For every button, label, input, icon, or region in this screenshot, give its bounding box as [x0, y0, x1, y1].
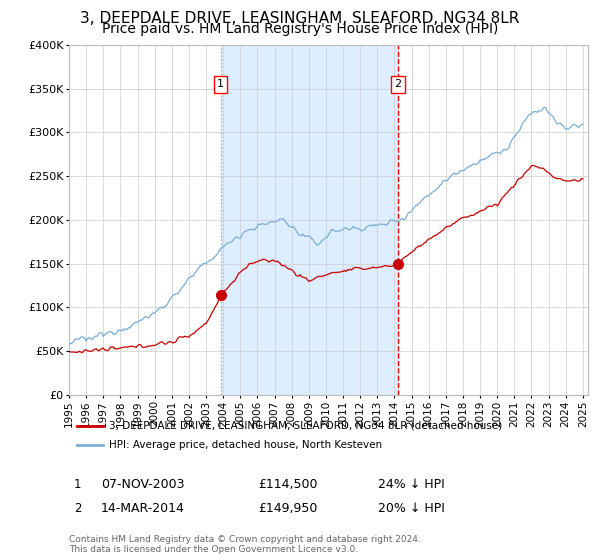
Text: 2: 2: [74, 502, 81, 515]
Text: 14-MAR-2014: 14-MAR-2014: [101, 502, 185, 515]
Text: £149,950: £149,950: [258, 502, 317, 515]
Text: HPI: Average price, detached house, North Kesteven: HPI: Average price, detached house, Nort…: [109, 440, 383, 450]
Text: 1: 1: [217, 79, 224, 89]
Text: 07-NOV-2003: 07-NOV-2003: [101, 478, 184, 491]
Text: 1: 1: [74, 478, 81, 491]
Text: 3, DEEPDALE DRIVE, LEASINGHAM, SLEAFORD, NG34 8LR: 3, DEEPDALE DRIVE, LEASINGHAM, SLEAFORD,…: [80, 11, 520, 26]
Text: Price paid vs. HM Land Registry's House Price Index (HPI): Price paid vs. HM Land Registry's House …: [102, 22, 498, 36]
Text: 2: 2: [394, 79, 401, 89]
Text: 24% ↓ HPI: 24% ↓ HPI: [378, 478, 445, 491]
Text: Contains HM Land Registry data © Crown copyright and database right 2024.
This d: Contains HM Land Registry data © Crown c…: [69, 535, 421, 554]
Text: £114,500: £114,500: [258, 478, 317, 491]
Bar: [221, 45, 398, 395]
Text: 20% ↓ HPI: 20% ↓ HPI: [378, 502, 445, 515]
Text: 3, DEEPDALE DRIVE, LEASINGHAM, SLEAFORD, NG34 8LR (detached house): 3, DEEPDALE DRIVE, LEASINGHAM, SLEAFORD,…: [109, 421, 503, 431]
